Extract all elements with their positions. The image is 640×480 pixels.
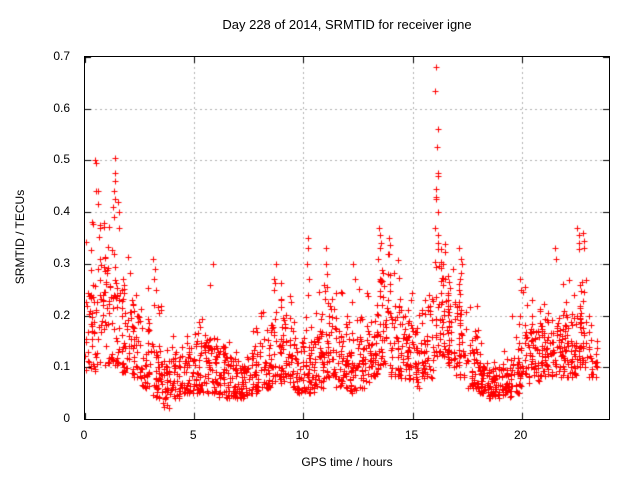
y-tick-label: 0.2 <box>53 307 70 322</box>
y-tick-label: 0 <box>63 411 70 425</box>
chart-title: Day 228 of 2014, SRMTID for receiver ign… <box>222 17 472 32</box>
x-tick-label: 5 <box>189 428 197 442</box>
x-tick-label: 0 <box>80 428 88 442</box>
y-tick-label: 0.7 <box>53 49 70 63</box>
x-tick-label: 10 <box>295 428 309 442</box>
x-tick-label: 20 <box>513 428 528 442</box>
scatter-canvas <box>85 57 609 419</box>
x-tick-label: 15 <box>404 428 419 442</box>
x-axis-label: GPS time / hours <box>301 455 393 469</box>
y-tick-label: 0.4 <box>53 204 70 219</box>
y-tick-label: 0.3 <box>53 255 70 270</box>
y-tick-label: 0.5 <box>53 152 70 167</box>
y-tick-label: 0.6 <box>53 100 70 115</box>
plot-area <box>84 56 610 420</box>
y-tick-label: 0.1 <box>53 359 70 374</box>
